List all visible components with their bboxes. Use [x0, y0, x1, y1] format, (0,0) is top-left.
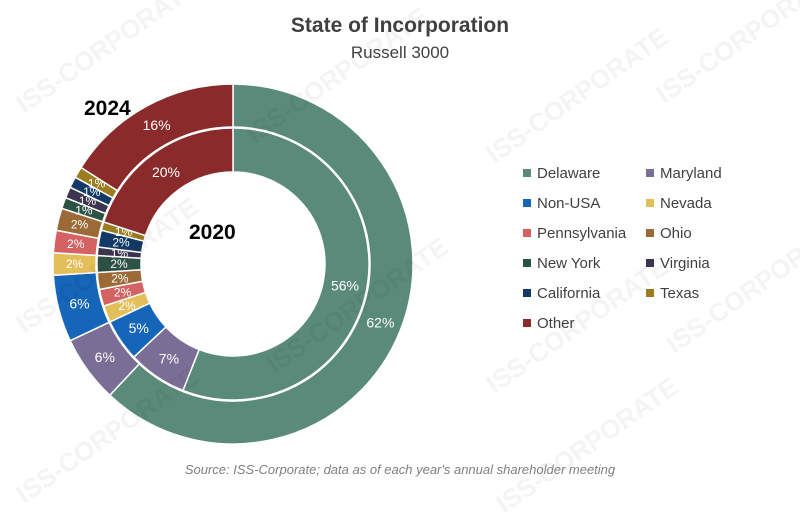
legend-swatch	[523, 199, 531, 207]
data-label-2024-nevada: 2%	[66, 257, 84, 271]
legend-label: Other	[537, 314, 575, 332]
donut-slice-2020-delaware	[181, 127, 370, 401]
legend-label: Nevada	[660, 194, 712, 212]
data-label-2020-delaware: 56%	[331, 277, 359, 293]
chart-legend: Delaware Maryland Non-USA Nevada Pennsylvani…	[523, 163, 763, 333]
chart-title: State of Incorporation	[290, 14, 510, 37]
legend-label: Maryland	[660, 164, 722, 182]
legend-item-other: Other	[523, 313, 646, 333]
donut-chart: 62%6%6%2%2%2%1%1%1%1%16%56%7%5%2%2%2%2%1…	[52, 83, 414, 445]
legend-swatch	[646, 229, 654, 237]
data-label-2020-california: 2%	[112, 236, 130, 250]
legend-item-pennsylvania: Pennsylvania	[523, 223, 646, 243]
outer-ring-year-label: 2024	[84, 97, 131, 120]
donut-slice-2020-other	[102, 127, 234, 237]
data-label-2024-other: 16%	[143, 117, 171, 133]
data-label-2020-nevada: 2%	[118, 299, 136, 313]
legend-item-nevada: Nevada	[646, 193, 763, 213]
legend-swatch	[646, 259, 654, 267]
legend-swatch	[646, 169, 654, 177]
data-label-2020-new-york: 2%	[110, 257, 128, 271]
inner-ring-year-label: 2020	[189, 221, 236, 244]
legend-item-texas: Texas	[646, 283, 763, 303]
donut-slice-2024-delaware	[108, 83, 414, 445]
legend-item-california: California	[523, 283, 646, 303]
chart-subtitle: Russell 3000	[350, 43, 450, 62]
data-label-2024-non-usa: 6%	[69, 295, 89, 311]
legend-label: Texas	[660, 284, 700, 302]
legend-swatch	[646, 289, 654, 297]
legend-item-delaware: Delaware	[523, 163, 646, 183]
data-label-2020-pennsylvania: 2%	[114, 285, 132, 299]
legend-swatch	[523, 259, 531, 267]
legend-swatch	[523, 289, 531, 297]
data-label-2020-other: 20%	[152, 164, 180, 180]
legend-swatch	[523, 319, 531, 327]
data-label-2024-maryland: 6%	[95, 349, 115, 365]
legend-swatch	[646, 199, 654, 207]
data-label-2020-non-usa: 5%	[129, 320, 149, 336]
data-label-2024-pennsylvania: 2%	[67, 237, 85, 251]
legend-item-new-york: New York	[523, 253, 646, 273]
data-label-2020-ohio: 2%	[111, 271, 129, 285]
legend-label: Non-USA	[537, 194, 601, 212]
data-label-2024-ohio: 2%	[71, 218, 89, 232]
chart-source-note: Source: ISS-Corporate; data as of each y…	[184, 462, 616, 477]
legend-item-non-usa: Non-USA	[523, 193, 646, 213]
legend-label: New York	[537, 254, 601, 272]
legend-item-ohio: Ohio	[646, 223, 763, 243]
legend-item-virginia: Virginia	[646, 253, 763, 273]
legend-label: California	[537, 284, 601, 302]
legend-label: Virginia	[660, 254, 710, 272]
legend-swatch	[523, 169, 531, 177]
legend-label: Pennsylvania	[537, 224, 627, 242]
legend-label: Ohio	[660, 224, 692, 242]
legend-swatch	[523, 229, 531, 237]
donut-slice-2024-other	[79, 83, 234, 192]
legend-item-maryland: Maryland	[646, 163, 763, 183]
data-label-2020-maryland: 7%	[159, 350, 179, 366]
legend-label: Delaware	[537, 164, 601, 182]
data-label-2024-delaware: 62%	[366, 314, 394, 330]
